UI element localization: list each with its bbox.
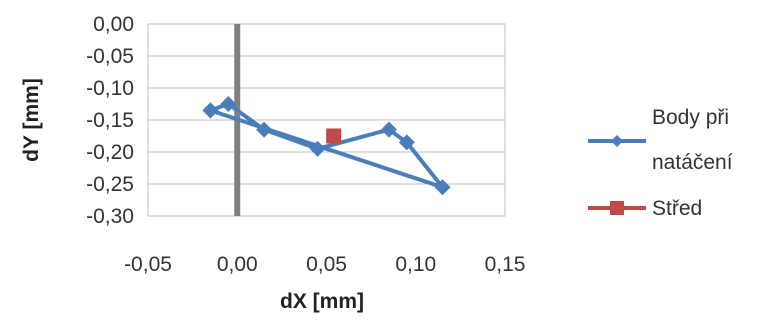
series-layer bbox=[202, 96, 451, 196]
data-point bbox=[202, 102, 219, 119]
data-point bbox=[398, 134, 415, 151]
x-tick-label: 0,00 bbox=[217, 253, 258, 276]
gridlines bbox=[148, 23, 505, 217]
x-tick-label: 0,05 bbox=[306, 253, 347, 276]
x-tick-label: 0,15 bbox=[485, 253, 526, 276]
data-point bbox=[434, 179, 451, 196]
y-tick-label: -0,20 bbox=[86, 141, 134, 164]
x-tick-label: 0,10 bbox=[395, 253, 436, 276]
y-tick-label: -0,10 bbox=[86, 77, 134, 100]
y-tick-labels: 0,00 -0,05 -0,10 -0,15 -0,20 -0,25 -0,30 bbox=[86, 13, 134, 228]
legend-label: natáčení bbox=[652, 151, 733, 174]
data-point bbox=[256, 121, 273, 138]
x-tick-labels: -0,05 0,00 0,05 0,10 0,15 bbox=[124, 253, 525, 276]
legend-label: Střed bbox=[652, 197, 702, 220]
x-tick-label: -0,05 bbox=[124, 253, 172, 276]
y-tick-label: 0,00 bbox=[93, 13, 134, 36]
data-point bbox=[380, 121, 397, 138]
series-line bbox=[209, 102, 445, 190]
legend-label: Body při bbox=[652, 106, 729, 129]
x-axis-title: dX [mm] bbox=[280, 290, 364, 313]
legend-item: Střed bbox=[588, 197, 702, 220]
y-tick-label: -0,05 bbox=[86, 45, 134, 68]
data-point bbox=[309, 140, 326, 157]
data-point bbox=[611, 135, 623, 147]
y-tick-label: -0,15 bbox=[86, 109, 134, 132]
data-point bbox=[326, 128, 342, 144]
y-axis-title: dY [mm] bbox=[20, 78, 43, 162]
data-point bbox=[610, 201, 624, 215]
y-tick-label: -0,30 bbox=[86, 205, 134, 228]
legend-item: Body při natáčení bbox=[588, 106, 733, 174]
y-tick-label: -0,25 bbox=[86, 173, 134, 196]
legend: Body při natáčení Střed bbox=[588, 106, 733, 220]
data-point bbox=[220, 96, 237, 112]
plot-area bbox=[147, 23, 506, 217]
